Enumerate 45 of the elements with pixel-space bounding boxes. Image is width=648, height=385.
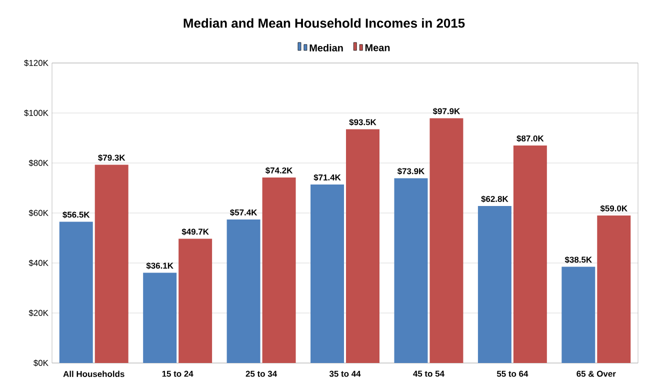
bar	[143, 272, 177, 363]
x-tick-label: 35 to 44	[329, 370, 361, 377]
data-label: $74.2K	[265, 167, 293, 174]
y-tick-label: $80K	[28, 160, 48, 166]
x-tick-label: All Households	[63, 370, 124, 377]
y-tick-label: $40K	[28, 260, 48, 266]
bar	[94, 164, 128, 363]
bar	[59, 222, 93, 363]
bar	[562, 266, 596, 363]
data-label: $71.4K	[314, 174, 341, 181]
bar	[262, 178, 296, 363]
bar	[394, 178, 428, 363]
bar	[513, 145, 547, 363]
chart-title: Median and Mean Household Incomes in 2015	[184, 18, 465, 28]
data-label: $59.0K	[600, 205, 628, 212]
bar	[430, 118, 464, 363]
data-label: $79.3K	[98, 154, 126, 162]
x-tick-label: 55 to 64	[496, 370, 528, 377]
x-tick-label: 25 to 34	[246, 370, 278, 377]
data-label: $87.0K	[516, 135, 544, 142]
data-label: $36.1K	[146, 262, 174, 270]
x-tick-label: 15 to 24	[162, 370, 194, 377]
data-label: $38.5K	[564, 256, 592, 264]
legend-label: Mean	[365, 44, 390, 52]
y-tick-label: $120K	[24, 60, 48, 66]
data-label: $73.9K	[397, 168, 425, 175]
y-tick-label: $60K	[28, 210, 48, 216]
bar	[178, 238, 212, 363]
data-label: $62.8K	[481, 196, 508, 202]
legend-label: Median	[310, 44, 343, 52]
data-label: $97.9K	[432, 108, 460, 115]
y-tick-label: $20K	[28, 310, 48, 316]
data-label: $49.7K	[182, 228, 209, 236]
y-tick-label: $0K	[34, 360, 48, 366]
x-tick-label: 45 to 54	[413, 370, 444, 377]
data-label: $93.5K	[349, 118, 376, 126]
data-label: $57.4K	[230, 209, 258, 216]
bar	[346, 129, 380, 363]
bar	[597, 216, 631, 363]
bar	[226, 220, 260, 363]
x-tick-label: 65 & Over	[576, 370, 616, 377]
bar	[310, 184, 344, 363]
bar	[478, 206, 512, 363]
data-label: $56.5K	[62, 211, 90, 218]
y-tick-label: $100K	[24, 110, 48, 116]
